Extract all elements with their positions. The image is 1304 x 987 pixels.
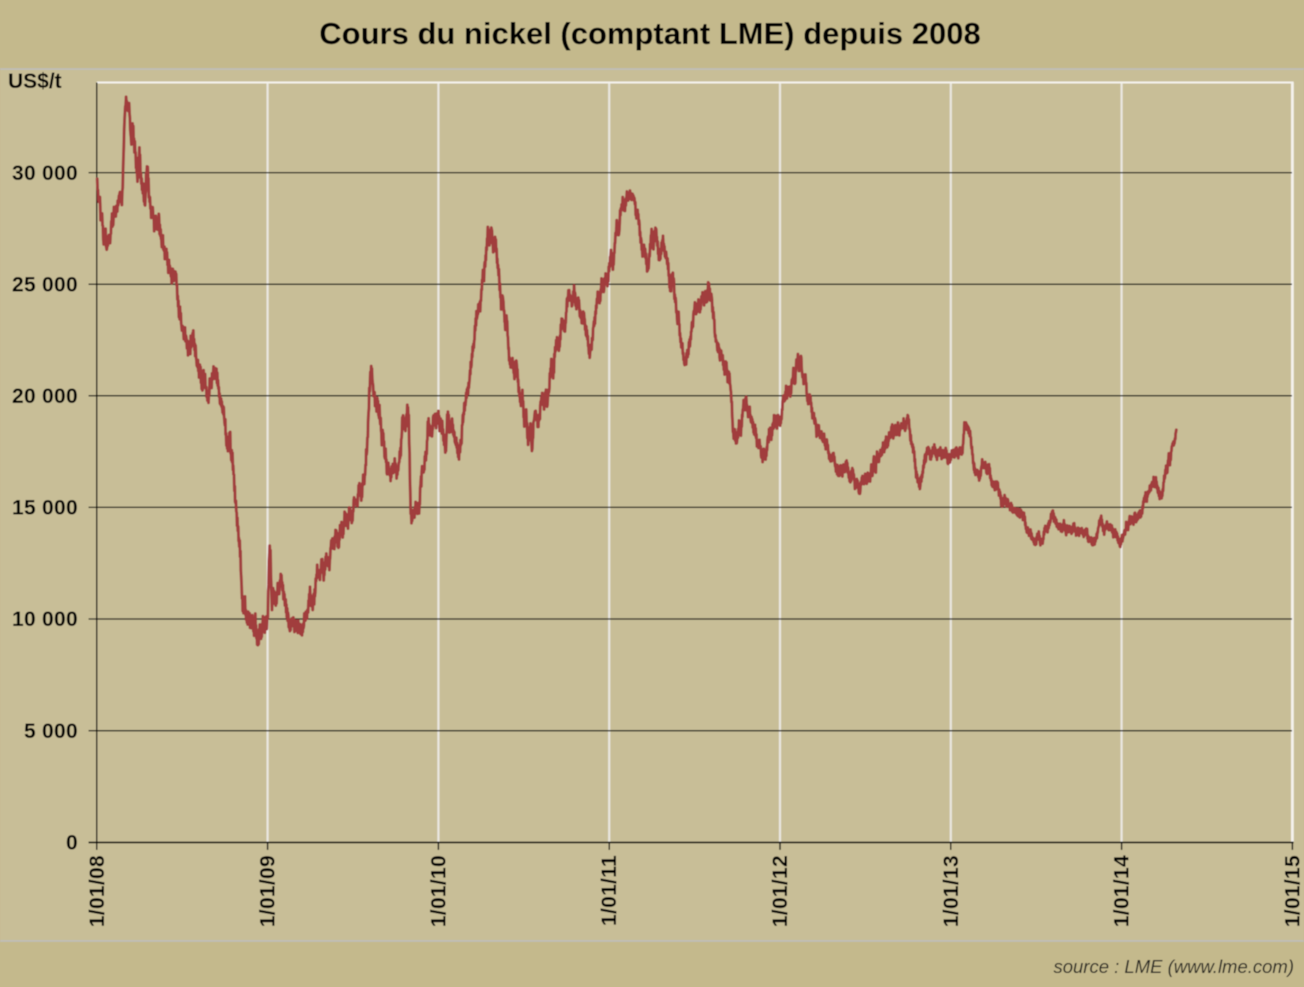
svg-text:5 000: 5 000 [24,720,78,743]
svg-text:1/01/10: 1/01/10 [427,855,450,927]
svg-text:Cours du nickel (comptant LME): Cours du nickel (comptant LME) depuis 20… [319,16,980,51]
svg-text:10 000: 10 000 [12,608,78,631]
svg-text:1/01/12: 1/01/12 [769,855,792,927]
svg-text:US$/t: US$/t [8,70,62,93]
svg-text:20 000: 20 000 [12,385,78,408]
svg-text:1/01/11: 1/01/11 [598,855,621,926]
svg-text:1/01/14: 1/01/14 [1111,855,1134,927]
svg-text:1/01/09: 1/01/09 [257,855,280,927]
svg-text:25 000: 25 000 [12,273,78,296]
svg-text:15 000: 15 000 [12,497,78,520]
svg-text:30 000: 30 000 [12,162,78,185]
svg-text:source : LME (www.lme.com): source : LME (www.lme.com) [1053,956,1294,977]
svg-text:1/01/08: 1/01/08 [86,855,109,927]
svg-text:0: 0 [66,832,78,855]
svg-text:1/01/15: 1/01/15 [1281,855,1304,927]
svg-text:1/01/13: 1/01/13 [940,855,963,927]
